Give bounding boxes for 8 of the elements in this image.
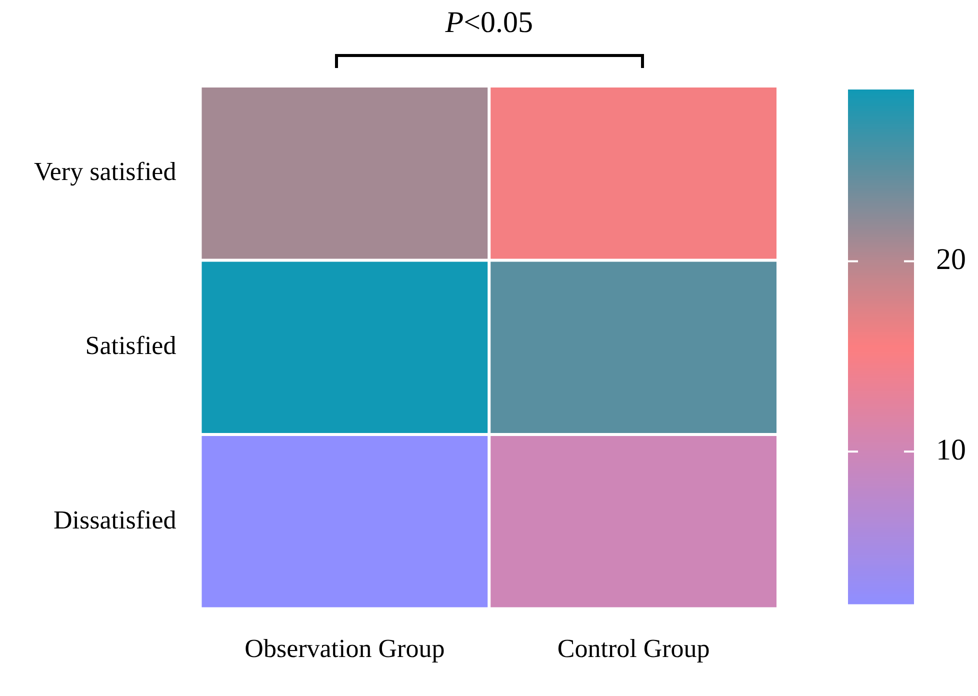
- color-bar-label: 20: [936, 243, 966, 276]
- y-tick-label: Satisfied: [85, 331, 176, 360]
- y-tick-label: Dissatisfied: [53, 505, 176, 534]
- x-tick-label: Control Group: [557, 634, 710, 664]
- x-tick-label: Observation Group: [244, 634, 445, 664]
- color-bar-label: 10: [936, 433, 966, 466]
- text: P<0.05: [445, 6, 533, 40]
- y-tick-label: Very satisfied: [34, 156, 176, 186]
